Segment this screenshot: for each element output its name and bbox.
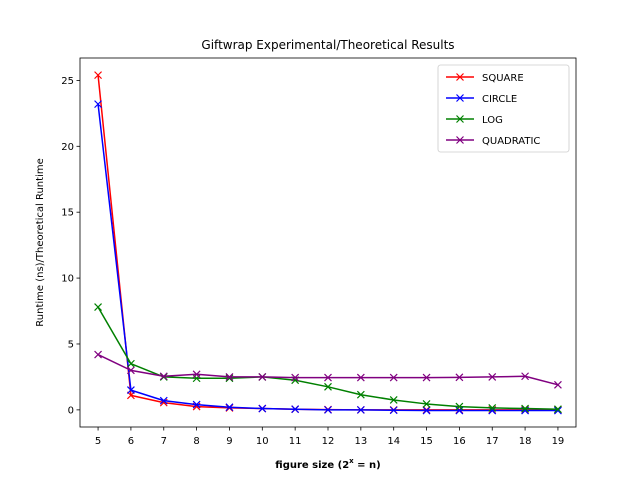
x-tick-label: 15 — [420, 436, 433, 447]
data-point-marker — [488, 372, 497, 381]
x-tick-label: 17 — [486, 436, 499, 447]
data-point-marker — [389, 406, 398, 415]
x-tick-label: 8 — [193, 436, 199, 447]
data-point-marker — [389, 396, 398, 404]
data-point-marker — [291, 405, 300, 414]
data-point-marker — [126, 366, 135, 375]
x-tick-label: 11 — [289, 436, 302, 447]
data-point-marker — [554, 405, 562, 414]
data-point-marker — [225, 403, 234, 412]
chart-title: Giftwrap Experimental/Theoretical Result… — [201, 38, 454, 52]
data-point-marker — [225, 372, 234, 381]
x-axis-label-suffix: = n) — [354, 460, 381, 471]
x-tick-label: 14 — [387, 436, 400, 447]
data-point-marker — [258, 404, 267, 413]
x-axis-label-prefix: figure size (2 — [275, 460, 349, 471]
data-point-marker — [258, 372, 267, 381]
series-layer — [94, 71, 562, 415]
data-point-marker — [94, 100, 102, 109]
data-point-marker — [159, 372, 168, 381]
data-point-marker — [324, 373, 332, 382]
x-axis-label-superscript: x — [349, 457, 354, 465]
data-point-marker — [422, 406, 431, 415]
legend-item-square: SQUARE — [446, 73, 524, 84]
legend-label: CIRCLE — [482, 94, 517, 105]
x-tick-label: 12 — [322, 436, 335, 447]
legend-marker — [456, 73, 464, 81]
data-point-marker — [94, 303, 102, 311]
x-tick-label: 7 — [161, 436, 167, 447]
x-tick-label: 16 — [453, 436, 466, 447]
x-tick-label: 18 — [519, 436, 532, 447]
legend-marker — [456, 136, 464, 144]
legend-label: QUADRATIC — [482, 136, 540, 147]
data-point-marker — [356, 373, 365, 382]
x-tick-label: 9 — [226, 436, 232, 447]
data-point-marker — [192, 370, 201, 379]
y-tick-label: 15 — [61, 208, 74, 219]
legend: SQUARE CIRCLE LOG QUADRATIC — [437, 64, 570, 153]
data-point-marker — [225, 374, 234, 383]
data-point-marker — [521, 372, 530, 381]
x-axis: 5 6 7 8 9 10 11 12 13 14 15 16 17 18 19 — [95, 427, 564, 447]
data-point-marker — [324, 382, 332, 391]
data-point-marker — [94, 71, 102, 80]
x-tick-label: 6 — [128, 436, 134, 447]
y-tick-label: 10 — [61, 274, 74, 285]
legend-item-log: LOG — [446, 115, 503, 126]
data-point-marker — [455, 402, 464, 411]
legend-marker — [456, 115, 464, 123]
y-tick-label: 25 — [61, 76, 74, 87]
data-point-marker — [159, 396, 168, 405]
legend-item-circle: CIRCLE — [446, 94, 517, 105]
legend-marker — [456, 94, 464, 102]
y-tick-label: 20 — [61, 142, 74, 153]
y-axis: 0 5 10 15 20 25 — [61, 76, 80, 416]
y-tick-label: 5 — [68, 339, 74, 350]
legend-item-quadratic: QUADRATIC — [446, 136, 540, 147]
data-point-marker — [389, 373, 398, 382]
data-point-marker — [422, 373, 431, 382]
legend-label: SQUARE — [482, 73, 524, 84]
data-point-marker — [94, 350, 102, 359]
data-point-marker — [126, 359, 135, 368]
plot-frame — [79, 57, 577, 428]
series-circle — [94, 100, 562, 415]
data-point-marker — [192, 400, 201, 409]
data-point-marker — [291, 373, 300, 382]
data-point-marker — [554, 406, 562, 415]
data-point-marker — [455, 373, 464, 382]
x-axis-label: figure size (2x = n) — [275, 457, 380, 471]
x-tick-label: 19 — [552, 436, 565, 447]
data-point-marker — [488, 403, 497, 412]
data-point-marker — [356, 405, 365, 414]
legend-box — [437, 64, 570, 153]
data-point-marker — [521, 404, 530, 413]
data-point-marker — [422, 400, 431, 408]
data-point-marker — [356, 390, 365, 399]
legend-label: LOG — [482, 115, 503, 126]
data-point-marker — [554, 380, 562, 389]
x-tick-label: 10 — [256, 436, 269, 447]
x-tick-label: 5 — [95, 436, 101, 447]
data-point-marker — [324, 405, 332, 414]
x-tick-label: 13 — [354, 436, 367, 447]
y-tick-label: 0 — [68, 405, 74, 416]
y-axis-label: Runtime (ns)/Theoretical Runtime — [35, 158, 46, 326]
data-point-marker — [126, 386, 135, 395]
series-quadratic — [94, 350, 562, 389]
